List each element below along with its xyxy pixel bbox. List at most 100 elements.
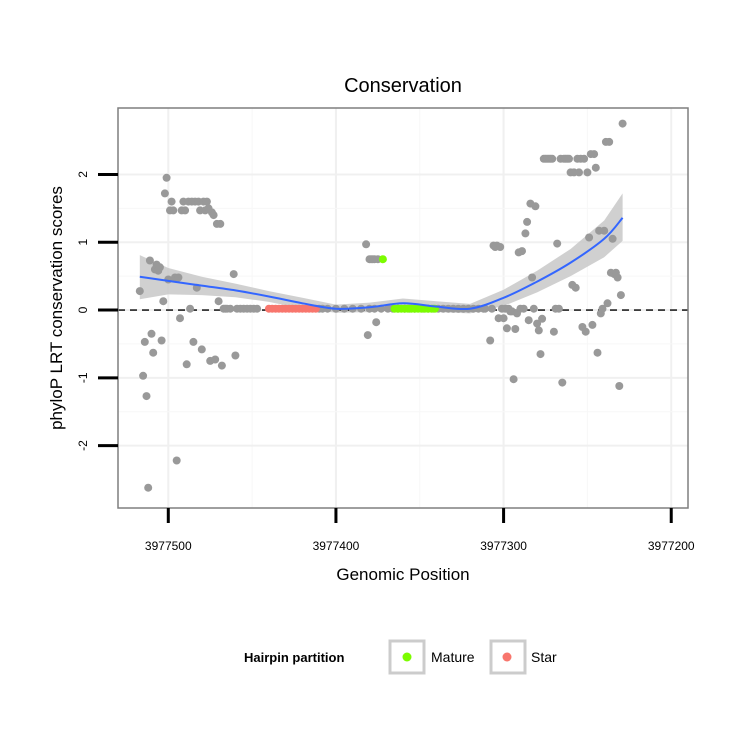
data-point-hairpin-partition bbox=[209, 211, 218, 220]
data-point-hairpin-partition bbox=[518, 247, 526, 256]
grid-lines bbox=[118, 108, 688, 508]
data-point-hairpin-partition bbox=[362, 240, 371, 249]
data-point-hairpin-partition bbox=[591, 163, 600, 172]
data-point-hairpin-partition bbox=[585, 233, 594, 242]
x-tick-label: 3977300 bbox=[480, 539, 527, 553]
data-point-hairpin-partition bbox=[169, 206, 178, 215]
y-tick-label: 1 bbox=[76, 239, 90, 246]
data-point-hairpin-partition bbox=[605, 137, 614, 146]
data-point-hairpin-partition bbox=[181, 206, 190, 215]
data-point-hairpin-partition bbox=[615, 382, 624, 390]
data-point-hairpin-partition bbox=[548, 154, 557, 163]
y-tick-label: 0 bbox=[76, 306, 90, 313]
x-axis: 3977500 3977400 3977300 3977200 bbox=[145, 508, 695, 553]
data-point-hairpin-partition bbox=[509, 375, 518, 384]
data-point-hairpin-partition bbox=[487, 304, 496, 313]
data-point-hairpin-partition bbox=[172, 456, 181, 465]
data-point-hairpin-partition bbox=[534, 326, 543, 335]
legend-dot-star bbox=[502, 652, 512, 662]
data-point-hairpin-partition bbox=[554, 304, 563, 313]
y-axis-label: phyloP LRT conservation scores bbox=[47, 186, 66, 430]
data-point-hairpin-partition bbox=[496, 243, 505, 251]
data-point-hairpin-partition bbox=[216, 219, 225, 228]
data-point-hairpin-partition bbox=[575, 168, 583, 177]
data-point-hairpin-partition bbox=[145, 256, 154, 265]
data-point-hairpin-partition bbox=[528, 273, 537, 282]
data-point-hairpin-partition bbox=[159, 297, 168, 306]
data-point-hairpin-partition bbox=[565, 154, 573, 163]
y-tick-label: 2 bbox=[76, 171, 90, 178]
data-point-hairpin-partition bbox=[598, 304, 607, 313]
x-tick-label: 3977400 bbox=[313, 539, 360, 553]
data-point-hairpin-partition bbox=[149, 348, 158, 357]
data-point-hairpin-partition bbox=[481, 304, 490, 313]
data-point-hairpin-partition bbox=[616, 291, 625, 300]
data-point-hairpin-partition bbox=[155, 263, 164, 272]
data-point-hairpin-partition bbox=[157, 336, 166, 345]
panel-border bbox=[117, 107, 689, 509]
data-point-hairpin-partition bbox=[135, 287, 144, 296]
smooth-line-group bbox=[139, 217, 624, 311]
data-point-hairpin-partition bbox=[536, 350, 545, 359]
data-point-hairpin-partition bbox=[549, 327, 558, 336]
data-point-hairpin-partition bbox=[197, 345, 206, 354]
data-point-hairpin-partition bbox=[600, 226, 609, 235]
data-point-mature bbox=[378, 255, 387, 264]
data-point-hairpin-partition bbox=[142, 392, 151, 401]
legend-dot-mature bbox=[402, 652, 412, 662]
data-point-hairpin-partition bbox=[253, 304, 262, 313]
legend-title: Hairpin partition bbox=[244, 650, 344, 665]
data-point-hairpin-partition bbox=[608, 234, 617, 243]
data-point-hairpin-partition bbox=[523, 217, 532, 226]
data-point-hairpin-partition bbox=[182, 360, 191, 369]
data-point-hairpin-partition bbox=[174, 273, 183, 282]
data-point-hairpin-partition bbox=[140, 337, 149, 346]
data-point-hairpin-partition bbox=[593, 348, 602, 357]
plot-area bbox=[117, 107, 689, 509]
data-point-hairpin-partition bbox=[590, 150, 599, 159]
data-point-hairpin-partition bbox=[618, 119, 627, 128]
data-point-hairpin-partition bbox=[524, 316, 533, 325]
data-point-hairpin-partition bbox=[202, 197, 211, 206]
legend-label-mature: Mature bbox=[431, 649, 475, 665]
data-point-hairpin-partition bbox=[519, 304, 528, 313]
data-point-hairpin-partition bbox=[603, 299, 612, 308]
data-point-hairpin-partition bbox=[217, 361, 226, 370]
x-tick-label: 3977500 bbox=[145, 539, 192, 553]
data-point-hairpin-partition bbox=[502, 324, 511, 333]
x-tick-label: 3977200 bbox=[648, 539, 695, 553]
data-point-hairpin-partition bbox=[372, 318, 381, 327]
data-point-hairpin-partition bbox=[186, 304, 195, 313]
data-point-hairpin-partition bbox=[499, 314, 508, 323]
data-point-hairpin-partition bbox=[229, 270, 238, 279]
y-axis: -2 -1 0 1 2 bbox=[76, 171, 118, 451]
data-point-hairpin-partition bbox=[167, 197, 176, 206]
data-point-hairpin-partition bbox=[162, 173, 171, 182]
data-point-hairpin-partition bbox=[160, 189, 169, 198]
y-tick-label: -2 bbox=[76, 440, 90, 451]
smooth-fit-line bbox=[139, 217, 624, 311]
data-point-hairpin-partition bbox=[139, 371, 148, 380]
data-point-hairpin-partition bbox=[176, 314, 184, 323]
data-point-hairpin-partition bbox=[211, 355, 220, 364]
data-point-hairpin-partition bbox=[529, 304, 538, 313]
data-point-hairpin-partition bbox=[583, 168, 592, 177]
data-point-hairpin-partition bbox=[231, 351, 240, 360]
legend: Hairpin partition Mature Star bbox=[244, 639, 557, 675]
data-point-hairpin-partition bbox=[147, 329, 156, 338]
data-point-hairpin-partition bbox=[363, 331, 372, 340]
legend-label-star: Star bbox=[531, 649, 557, 665]
data-point-hairpin-partition bbox=[511, 325, 520, 333]
data-point-hairpin-partition bbox=[588, 320, 597, 329]
data-point-hairpin-partition bbox=[486, 336, 495, 345]
data-point-hairpin-partition bbox=[580, 154, 589, 163]
data-point-hairpin-partition bbox=[613, 273, 622, 282]
data-point-hairpin-partition bbox=[533, 319, 542, 328]
data-point-hairpin-partition bbox=[538, 314, 547, 323]
data-point-hairpin-partition bbox=[571, 283, 580, 292]
data-point-hairpin-partition bbox=[531, 202, 540, 211]
data-point-hairpin-partition bbox=[214, 297, 223, 306]
data-point-hairpin-partition bbox=[226, 304, 235, 313]
data-point-hairpin-partition bbox=[521, 229, 530, 238]
